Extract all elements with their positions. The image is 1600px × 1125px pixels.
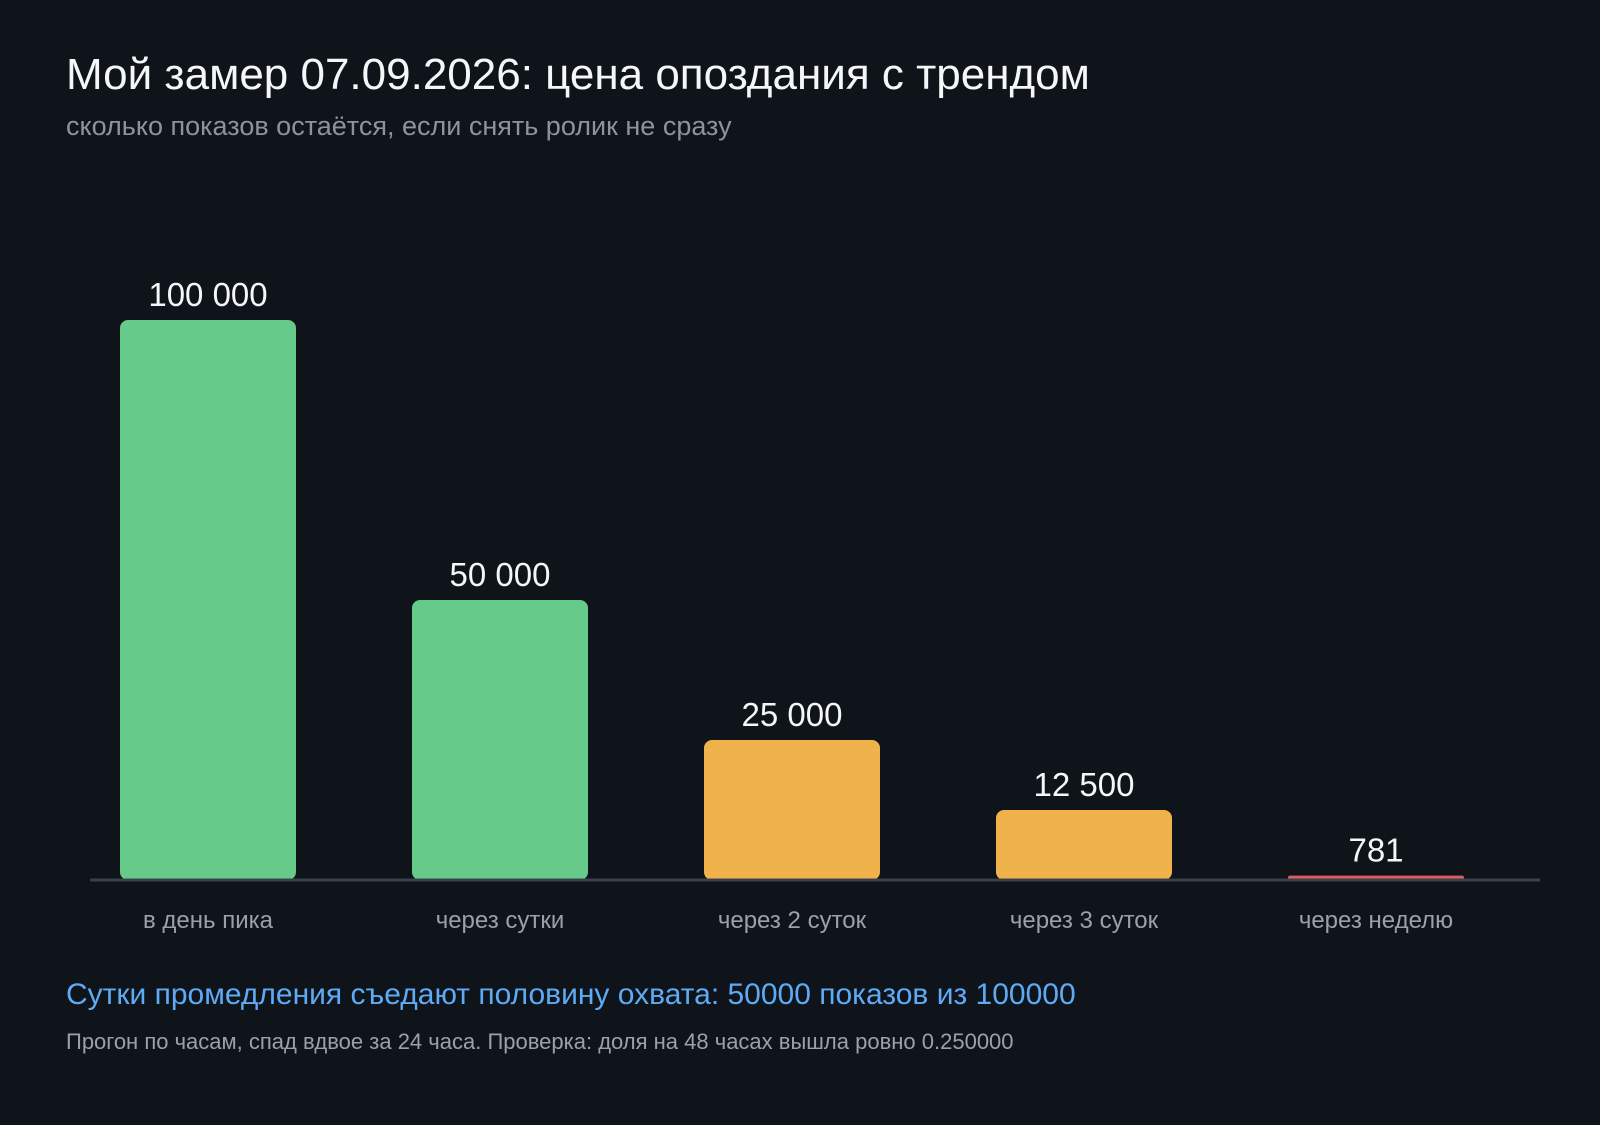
chart-subtitle: сколько показов остаётся, если снять рол… <box>66 111 732 141</box>
category-label: через 3 суток <box>1010 907 1159 934</box>
category-label: через сутки <box>436 907 565 934</box>
chart-title: Мой замер 07.09.2026: цена опоздания с т… <box>66 50 1090 99</box>
bar-value-label: 781 <box>1348 832 1403 869</box>
bar-value-label: 50 000 <box>450 556 551 593</box>
bar-1 <box>120 320 296 880</box>
category-label: через неделю <box>1299 907 1453 934</box>
bar-value-label: 100 000 <box>148 276 267 313</box>
footnote: Прогон по часам, спад вдвое за 24 часа. … <box>66 1029 1014 1054</box>
category-label: через 2 суток <box>718 907 867 934</box>
bar-value-label: 12 500 <box>1034 766 1135 803</box>
bar-4 <box>996 810 1172 880</box>
bars-layer: 100 000 в день пика 50 000 через сутки 25 00… <box>120 276 1464 934</box>
category-label: в день пика <box>143 907 274 934</box>
bar-value-label: 25 000 <box>742 696 843 733</box>
summary-headline: Сутки промедления съедают половину охват… <box>66 978 1076 1011</box>
bar-chart: 100 000 в день пика 50 000 через сутки 25 00… <box>90 276 1540 934</box>
bar-3 <box>704 740 880 880</box>
bar-2 <box>412 600 588 880</box>
